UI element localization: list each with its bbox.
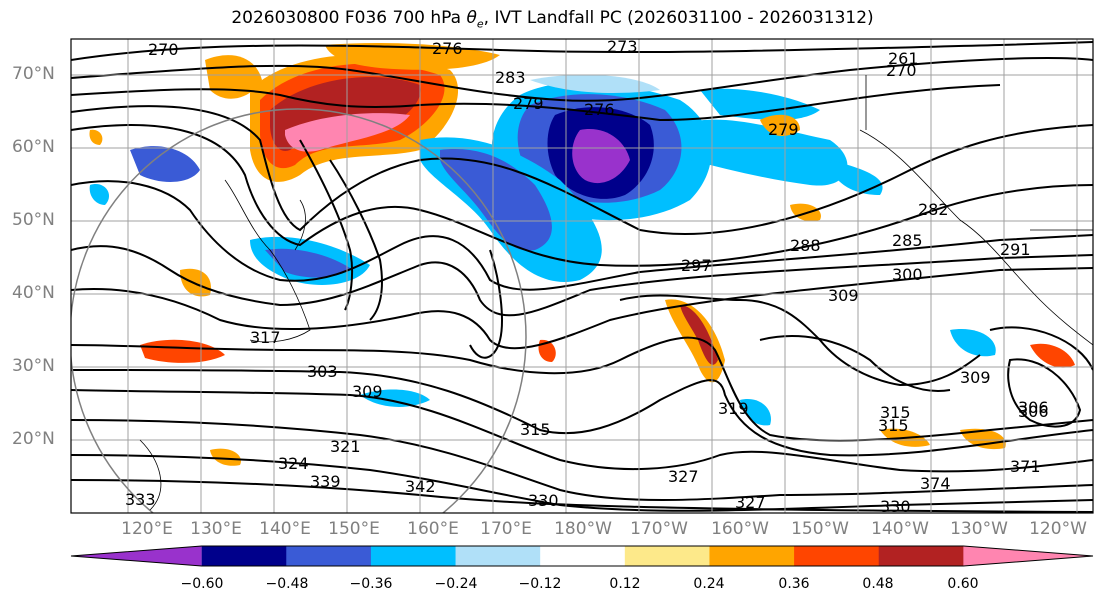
lon-label-120w: 120°W bbox=[1029, 519, 1087, 539]
colorbar-tick: 0.60 bbox=[947, 576, 979, 592]
contour-label: 309 bbox=[828, 286, 859, 305]
lon-label-140e: 140°E bbox=[259, 519, 311, 539]
contour-label: 327 bbox=[735, 493, 766, 512]
colorbar-tick: −0.48 bbox=[265, 576, 309, 592]
lon-label-140w: 140°W bbox=[871, 519, 929, 539]
lon-label-170w: 170°W bbox=[630, 519, 688, 539]
contour-label: 339 bbox=[310, 472, 341, 491]
colorbar-tick: −0.12 bbox=[518, 576, 562, 592]
contour-label: 315 bbox=[878, 416, 909, 435]
colorbar-outline bbox=[70, 545, 1094, 567]
contour-label: 261 bbox=[888, 49, 919, 68]
colorbar-bin bbox=[878, 546, 964, 566]
contour-label: 306 bbox=[1018, 402, 1049, 421]
contour-label: 282 bbox=[918, 200, 949, 219]
map-frame bbox=[70, 38, 1094, 514]
contour-label: 330 bbox=[528, 491, 559, 510]
contour-label: 283 bbox=[495, 68, 526, 87]
colorbar-bin bbox=[540, 546, 626, 566]
lat-label-40n: 40°N bbox=[12, 283, 55, 303]
colorbar-bin bbox=[794, 546, 880, 566]
colorbar-bin bbox=[709, 546, 795, 566]
colorbar-tick: 0.24 bbox=[693, 576, 725, 592]
contour-label: 270 bbox=[148, 40, 179, 59]
contour-label: 270 bbox=[886, 61, 917, 80]
contour-label: 374 bbox=[920, 474, 951, 493]
colorbar bbox=[70, 545, 1094, 567]
contour-label: 303 bbox=[307, 362, 338, 381]
colorbar-tick: −0.60 bbox=[180, 576, 224, 592]
contour-label: 306 bbox=[1018, 398, 1049, 417]
range-circle bbox=[71, 108, 527, 513]
lat-label-30n: 30°N bbox=[12, 356, 55, 376]
lon-label-180w: 180°W bbox=[554, 519, 612, 539]
contour-label: 317 bbox=[250, 328, 281, 347]
contour-label: 333 bbox=[125, 490, 156, 509]
contour-label: 324 bbox=[278, 454, 309, 473]
contour-label: 279 bbox=[768, 120, 799, 139]
contour-label: 327 bbox=[668, 467, 699, 486]
colorbar-bin bbox=[286, 546, 372, 566]
lon-label-130e: 130°E bbox=[190, 519, 242, 539]
lon-label-160w: 160°W bbox=[711, 519, 769, 539]
lat-label-50n: 50°N bbox=[12, 210, 55, 230]
lon-label-130w: 130°W bbox=[950, 519, 1008, 539]
map-title: 2026030800 F036 700 hPa θe, IVT Landfall… bbox=[231, 8, 874, 31]
lon-label-150e: 150°E bbox=[328, 519, 380, 539]
contour-label: 330 bbox=[880, 497, 911, 516]
contour-label: 342 bbox=[405, 477, 436, 496]
contour-label: 279 bbox=[513, 94, 544, 113]
contour-label: 276 bbox=[584, 100, 615, 119]
colorbar-tick: −0.24 bbox=[434, 576, 478, 592]
colorbar-tick: 0.48 bbox=[862, 576, 894, 592]
contour-label: 315 bbox=[520, 420, 551, 439]
lon-label-120e: 120°E bbox=[121, 519, 173, 539]
contour-label: 276 bbox=[432, 39, 463, 58]
coastlines bbox=[139, 75, 1093, 511]
lat-label-20n: 20°N bbox=[12, 429, 55, 449]
colorbar-extend-high bbox=[963, 546, 1093, 566]
contour-label: 309 bbox=[960, 368, 991, 387]
contour-label: 285 bbox=[892, 231, 923, 250]
lon-label-160e: 160°E bbox=[407, 519, 459, 539]
colorbar-bin bbox=[201, 546, 287, 566]
contour-label: 273 bbox=[607, 37, 638, 56]
contour-label: 319 bbox=[718, 399, 749, 418]
contour-label: 300 bbox=[892, 265, 923, 284]
lon-label-150w: 150°W bbox=[791, 519, 849, 539]
contour-label: 321 bbox=[330, 437, 361, 456]
colorbar-tick: 0.12 bbox=[609, 576, 641, 592]
contour-label: 297 bbox=[681, 256, 712, 275]
colorbar-bin bbox=[455, 546, 541, 566]
contour-label: 309 bbox=[352, 382, 383, 401]
lat-label-60n: 60°N bbox=[12, 137, 55, 157]
colorbar-bin bbox=[370, 546, 457, 566]
graticule bbox=[71, 39, 1093, 513]
lon-label-170e: 170°E bbox=[480, 519, 532, 539]
colorbar-bin bbox=[624, 546, 710, 566]
colorbar-extend-low bbox=[71, 546, 202, 566]
colorbar-tick: 0.36 bbox=[778, 576, 810, 592]
contour-label: 288 bbox=[790, 236, 821, 255]
contour-label: 291 bbox=[1000, 240, 1031, 259]
contour-label: 315 bbox=[880, 403, 911, 422]
colorbar-tick: −0.36 bbox=[349, 576, 393, 592]
lat-label-70n: 70°N bbox=[12, 64, 55, 84]
contour-label: 371 bbox=[1010, 457, 1041, 476]
